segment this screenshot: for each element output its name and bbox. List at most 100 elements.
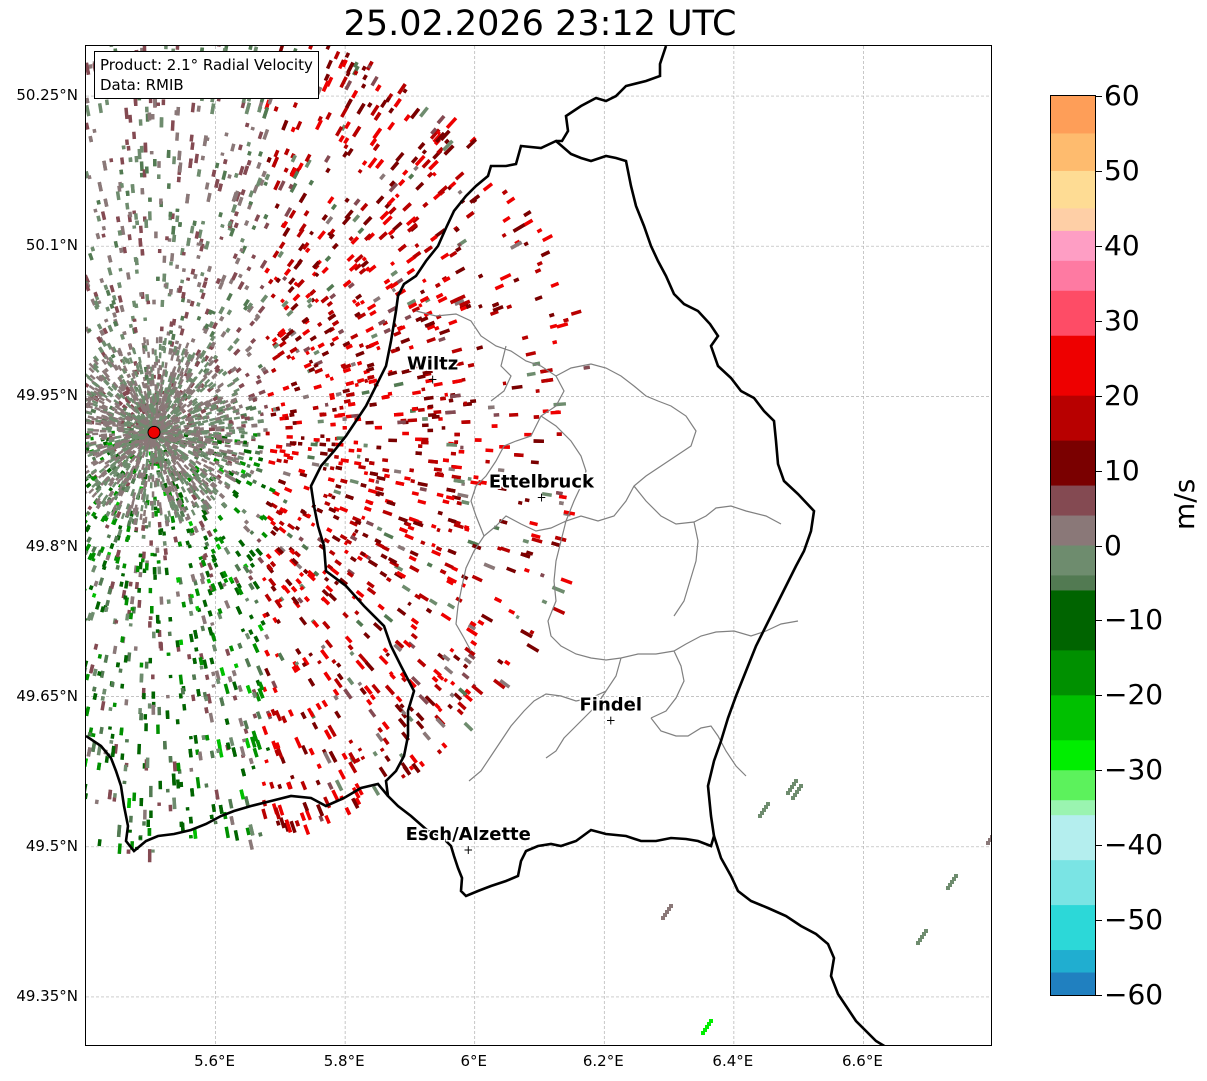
echo-cell [117,400,124,406]
echo-cell [199,288,204,293]
echo-cell [329,466,335,471]
echo-cell [186,237,191,247]
echo-cell [465,211,475,219]
echo-cell [467,476,472,481]
echo-cell [187,544,192,549]
echo-cell [156,276,160,281]
echo-cell [99,277,105,284]
echo-cell [318,815,324,822]
echo-cell [202,281,208,289]
echo-cell [218,804,224,814]
echo-cell [294,820,300,827]
echo-cell [177,150,182,161]
echo-cell [279,817,286,829]
echo-cell [349,520,359,527]
echo-cell [151,348,155,355]
echo-cell [243,219,250,227]
echo-cell [327,724,334,732]
echo-cell [321,266,329,275]
echo-cell [387,391,393,396]
echo-cell [355,293,363,300]
echo-cell [144,166,149,174]
echo-cell [270,529,277,537]
echo-cell [138,553,143,558]
echo-cell [213,364,221,371]
echo-cell [315,119,323,131]
echo-cell [91,545,97,553]
echo-cell [93,300,100,309]
echo-cell [175,215,180,223]
echo-cell [205,570,211,578]
echo-cell [353,263,362,271]
echo-cell [259,284,265,290]
echo-cell [337,412,346,418]
echo-cell [96,215,102,222]
echo-cell [114,410,121,416]
echo-cell [283,459,289,464]
echo-cell [323,671,332,682]
echo-cell [152,299,156,305]
echo-cell [152,567,157,575]
echo-cell [357,747,363,752]
echo-cell [343,143,349,150]
echo-cell [377,726,384,733]
echo-cell [167,631,172,637]
echo-cell [349,478,359,485]
echo-cell [382,458,389,463]
echo-cell [467,362,475,368]
echo-cell [216,46,222,47]
echo-cell [463,657,472,665]
echo-cell [91,592,97,598]
echo-cell [86,792,88,800]
echo-cell [178,162,183,173]
echo-cell [339,76,348,89]
echo-cell [289,441,297,446]
echo-cell [376,526,383,532]
echo-cell [93,580,99,587]
echo-cell [368,461,375,466]
echo-cell [238,428,245,431]
echo-cell [367,559,378,568]
echo-cell [204,783,209,788]
echo-cell [146,300,151,305]
echo-cell [409,468,414,473]
echo-cell [251,479,258,485]
echo-cell [342,150,349,158]
echo-cell [145,757,150,769]
echo-cell [112,312,117,318]
echo-cell [314,298,320,304]
echo-cell [391,287,397,293]
national-border-luxembourg [309,139,816,898]
echo-cell [265,431,270,436]
echo-cell [246,351,252,358]
echo-cell [244,284,250,291]
echo-cell [171,773,176,786]
echo-cell [193,465,200,472]
echo-cell [185,193,190,204]
city-label: Wiltz [407,353,458,374]
echo-cell [267,391,275,398]
echo-cell [266,515,274,522]
city-marker: + [536,490,546,504]
echo-cell [280,756,286,764]
echo-cell [242,298,250,307]
echo-cell [534,268,542,274]
echo-cell [467,652,476,661]
echo-cell [358,343,364,348]
echo-cell [257,106,263,113]
echo-cell [235,605,243,615]
echo-cell [447,528,453,533]
echo-cell [483,562,496,571]
echo-cell [252,747,259,758]
echo-cell [178,325,183,329]
radar-echoes [86,46,991,1035]
echo-cell [273,106,279,112]
echo-cell [86,482,92,489]
echo-cell [196,254,201,260]
echo-cell [444,138,450,145]
echo-cell [404,314,412,321]
echo-cell [294,386,301,392]
echo-cell [398,527,409,534]
echo-cell [192,525,199,534]
echo-cell [100,695,105,701]
